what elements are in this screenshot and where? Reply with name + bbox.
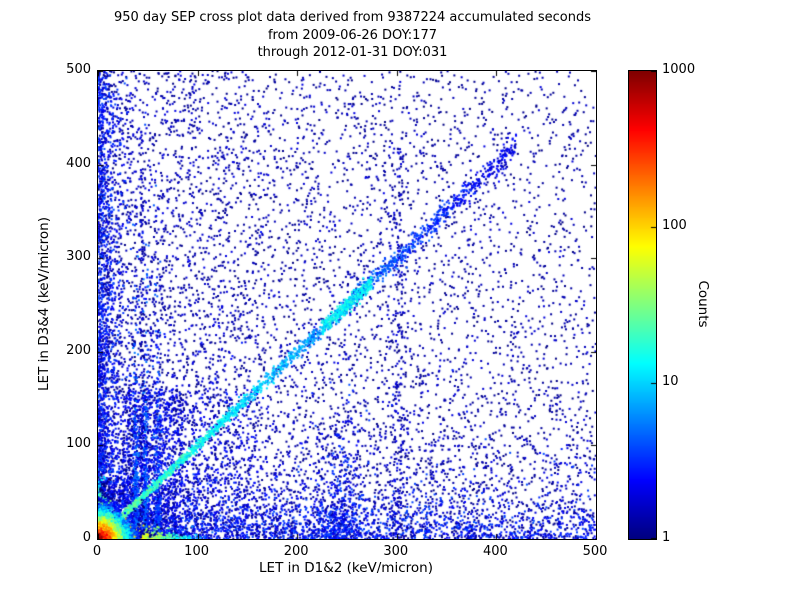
x-axis-label: LET in D1&2 (keV/micron): [259, 560, 433, 576]
x-tick-label: 0: [92, 544, 102, 559]
colorbar-tick-label: 10: [662, 374, 679, 389]
colorbar-label: Counts: [695, 280, 711, 328]
colorbar: [628, 70, 657, 540]
y-tick-label: 200: [66, 342, 91, 358]
title-line-1: 950 day SEP cross plot data derived from…: [113, 10, 592, 25]
colorbar-tick-label: 1000: [662, 62, 696, 77]
colorbar-tick-label: 100: [662, 218, 687, 233]
plot-area: [97, 70, 597, 540]
y-tick-label: 100: [66, 436, 91, 452]
x-tick-label: 400: [482, 544, 508, 559]
y-tick-label: 300: [66, 249, 91, 265]
y-tick-label: 0: [82, 530, 91, 545]
x-tick-label: 300: [383, 544, 409, 559]
colorbar-tick-label: 1: [662, 530, 671, 545]
y-tick-label: 500: [66, 62, 91, 77]
x-tick-label: 500: [582, 544, 608, 559]
title-line-3: through 2012-01-31 DOY:031: [257, 45, 448, 60]
title-line-2: from 2009-06-26 DOY:177: [267, 27, 437, 43]
y-axis-label: LET in D3&4 (keV/micron): [36, 217, 52, 391]
chart-title: 950 day SEP cross plot data derived from…: [0, 9, 705, 62]
x-tick-label: 100: [184, 544, 209, 559]
colorbar-gradient: [629, 71, 656, 539]
scatter-canvas: [98, 71, 596, 539]
y-tick-label: 400: [66, 155, 91, 171]
x-tick-label: 200: [283, 544, 309, 559]
